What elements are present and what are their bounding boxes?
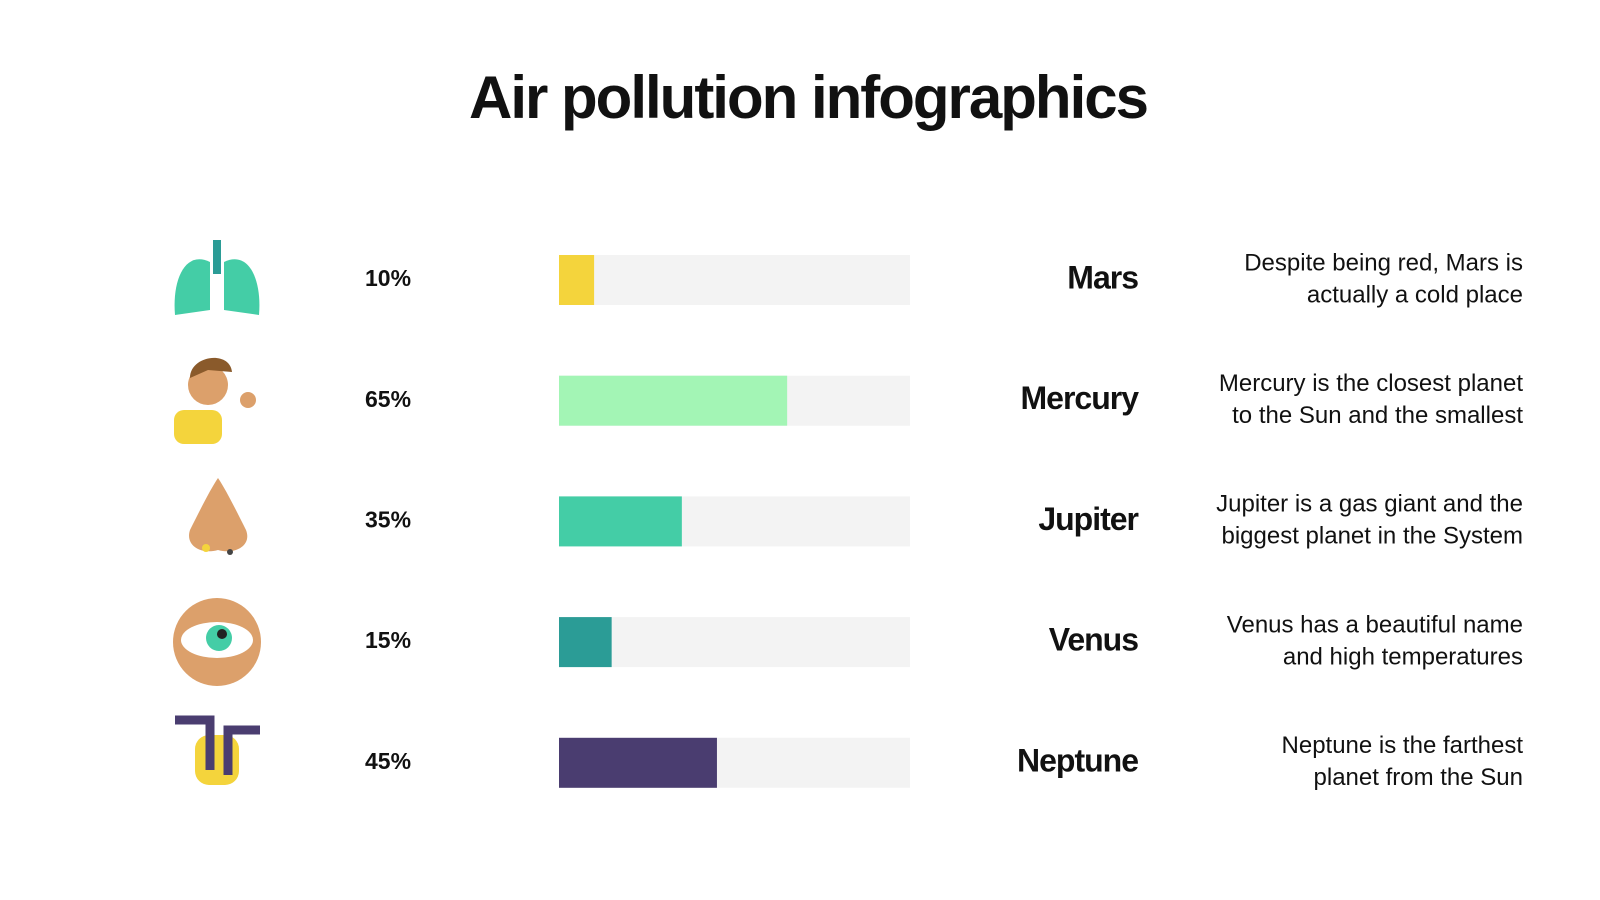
person-icon bbox=[174, 357, 256, 444]
description: biggest planet in the System bbox=[1221, 523, 1523, 550]
category-label: Neptune bbox=[1017, 742, 1138, 778]
bar bbox=[559, 737, 717, 788]
value-label: 15% bbox=[365, 627, 411, 653]
description: Despite being red, Mars is bbox=[1244, 249, 1523, 276]
lungs-icon bbox=[174, 240, 260, 315]
description: Mercury is the closest planet bbox=[1219, 370, 1523, 397]
category-label: Mercury bbox=[1021, 380, 1140, 416]
bar bbox=[559, 496, 682, 547]
category-label: Venus bbox=[1049, 622, 1138, 658]
value-label: 35% bbox=[365, 506, 411, 532]
description: Venus has a beautiful name bbox=[1227, 611, 1523, 638]
value-label: 65% bbox=[365, 386, 411, 412]
value-label: 45% bbox=[365, 748, 411, 774]
icons bbox=[173, 240, 261, 785]
bar bbox=[559, 617, 612, 668]
description: Neptune is the farthest bbox=[1282, 732, 1524, 759]
nose-icon bbox=[189, 478, 248, 555]
skull-icon bbox=[175, 715, 260, 785]
description: actually a cold place bbox=[1307, 281, 1523, 308]
category-label: Mars bbox=[1067, 259, 1138, 295]
description: to the Sun and the smallest bbox=[1232, 402, 1523, 429]
slide-title: Air pollution infographics bbox=[469, 64, 1147, 131]
bar bbox=[559, 375, 788, 426]
category-label: Jupiter bbox=[1038, 501, 1138, 537]
description: planet from the Sun bbox=[1314, 764, 1523, 791]
bar-track bbox=[559, 617, 910, 668]
bar-track bbox=[559, 255, 910, 305]
eye-icon bbox=[173, 598, 261, 686]
bar bbox=[559, 255, 595, 305]
description: and high temperatures bbox=[1283, 643, 1523, 670]
value-label: 10% bbox=[365, 265, 411, 291]
description: Jupiter is a gas giant and the bbox=[1216, 491, 1523, 518]
